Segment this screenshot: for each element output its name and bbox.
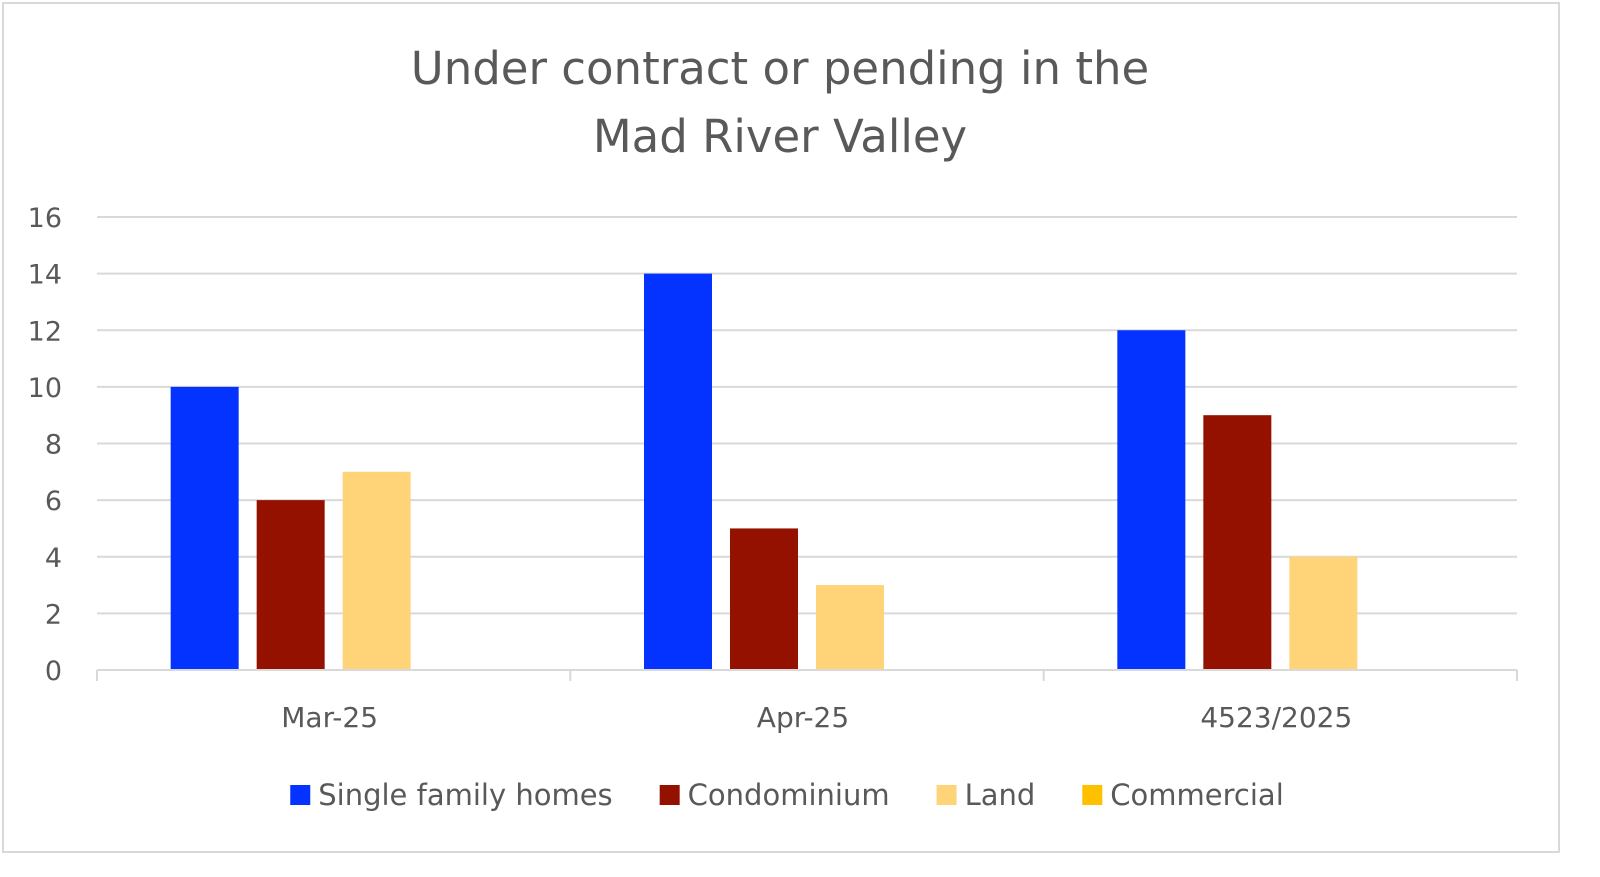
legend-label: Single family homes xyxy=(318,778,612,812)
legend-label: Land xyxy=(965,778,1036,812)
bar-condominium xyxy=(256,500,325,670)
bar-condominium xyxy=(1203,415,1272,670)
x-category-label: Apr-25 xyxy=(757,701,849,734)
bar-single-family-homes xyxy=(170,386,239,670)
bar-land xyxy=(342,471,411,670)
legend-label: Condominium xyxy=(688,778,890,812)
y-tick-label: 12 xyxy=(28,316,62,347)
chart-title-line-1: Under contract or pending in the xyxy=(411,42,1149,95)
x-category-label: 4523/2025 xyxy=(1200,701,1352,734)
y-tick-label: 10 xyxy=(28,373,62,404)
bar-condominium xyxy=(730,528,798,670)
y-tick-label: 0 xyxy=(45,656,62,687)
x-category-label: Mar-25 xyxy=(281,701,378,734)
bar-single-family-homes xyxy=(644,273,712,670)
chart-title-line-2: Mad River Valley xyxy=(593,110,967,163)
legend-swatch xyxy=(290,785,311,805)
y-tick-label: 8 xyxy=(45,430,62,461)
bar-land xyxy=(816,585,884,670)
bar-land xyxy=(1289,556,1358,670)
y-tick-label: 2 xyxy=(45,599,62,630)
legend-swatch xyxy=(659,785,680,805)
y-tick-label: 16 xyxy=(28,203,62,234)
bar-single-family-homes xyxy=(1117,330,1186,670)
y-tick-label: 6 xyxy=(45,486,62,517)
chart-frame xyxy=(2,2,1560,853)
legend-swatch xyxy=(1082,785,1103,805)
legend-label: Commercial xyxy=(1110,778,1283,812)
y-tick-label: 4 xyxy=(45,543,62,574)
legend-swatch xyxy=(936,785,957,805)
y-tick-label: 14 xyxy=(28,260,62,291)
